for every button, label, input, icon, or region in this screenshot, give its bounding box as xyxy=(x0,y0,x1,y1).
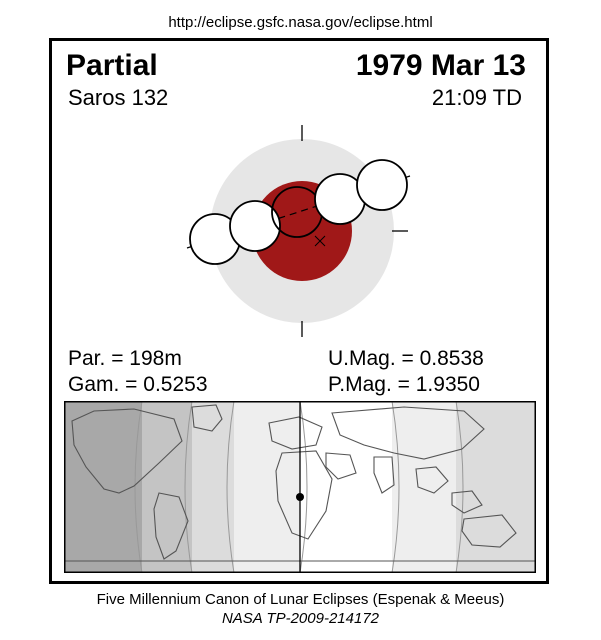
param-gam: Gam. = 0.5253 xyxy=(68,373,208,397)
caption-ref: NASA TP-2009-214172 xyxy=(0,610,601,627)
param-pmag: P.Mag. = 1.9350 xyxy=(328,373,480,397)
param-par: Par. = 198m xyxy=(68,347,182,371)
shadow-diagram xyxy=(142,101,462,351)
eclipse-type: Partial xyxy=(66,49,158,83)
param-umag: U.Mag. = 0.8538 xyxy=(328,347,484,371)
caption-title: Five Millennium Canon of Lunar Eclipses … xyxy=(0,591,601,608)
eclipse-frame: Partial 1979 Mar 13 Saros 132 21:09 TD P… xyxy=(49,38,549,584)
source-url: http://eclipse.gsfc.nasa.gov/eclipse.htm… xyxy=(0,14,601,31)
eclipse-date: 1979 Mar 13 xyxy=(356,49,526,83)
visibility-map xyxy=(64,401,536,573)
